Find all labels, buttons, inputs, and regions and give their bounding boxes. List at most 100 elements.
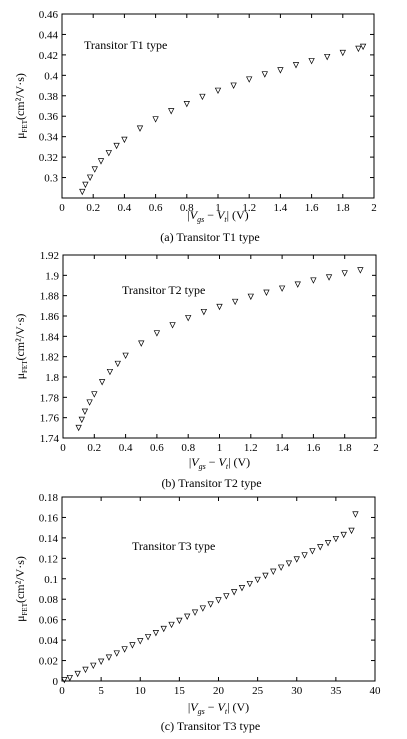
data-point bbox=[66, 674, 73, 682]
y-tick-label: 0.06 bbox=[39, 615, 59, 627]
x-label-unit: (V) bbox=[229, 208, 249, 222]
x-tick-label: 0 bbox=[59, 685, 65, 697]
x-tick-label: 0 bbox=[59, 202, 65, 214]
x-tick-label: 0.8 bbox=[180, 202, 194, 214]
x-tick-label: 1.6 bbox=[305, 202, 319, 214]
data-point bbox=[113, 650, 120, 657]
data-point bbox=[310, 277, 317, 284]
data-point bbox=[82, 181, 89, 189]
data-point bbox=[324, 53, 331, 61]
y-tick-label: 0.42 bbox=[39, 50, 58, 62]
data-point bbox=[246, 76, 253, 83]
data-point bbox=[254, 576, 261, 584]
y-axis-label-main: μ bbox=[13, 373, 27, 379]
data-point bbox=[285, 560, 293, 567]
data-point bbox=[277, 67, 284, 74]
data-point bbox=[168, 621, 175, 629]
x-label-bar-open: | bbox=[189, 455, 191, 469]
y-tick-label: 0.32 bbox=[39, 152, 58, 164]
x-tick-label: 1.4 bbox=[274, 202, 288, 214]
data-point bbox=[263, 289, 270, 296]
y-tick-label: 1.84 bbox=[40, 331, 60, 343]
data-point bbox=[74, 670, 81, 678]
x-label-sub1: gs bbox=[198, 707, 205, 716]
x-tick-label: 40 bbox=[370, 685, 382, 697]
data-point bbox=[199, 605, 207, 612]
data-point bbox=[200, 308, 208, 316]
data-point bbox=[75, 424, 82, 432]
data-point bbox=[308, 58, 315, 65]
data-point bbox=[90, 662, 97, 670]
x-label-v2: V bbox=[219, 455, 228, 469]
data-point bbox=[262, 572, 269, 580]
data-point bbox=[215, 597, 222, 604]
x-label-v2: V bbox=[217, 208, 226, 222]
data-point bbox=[81, 408, 89, 415]
data-point bbox=[122, 352, 129, 360]
plot-frame bbox=[61, 496, 376, 682]
y-tick-label: 0.16 bbox=[39, 512, 59, 524]
x-label-minus: − bbox=[205, 700, 218, 714]
chart-panel-2: 0 0.2 0.4 0.6 0.8 1 1.2 1.4 1.6 1.8 21.741.761.781… bbox=[13, 250, 379, 490]
x-tick-label: 0.2 bbox=[87, 442, 101, 454]
x-tick-label: 1.6 bbox=[307, 442, 321, 454]
y-tick-label: 0.44 bbox=[39, 29, 59, 41]
data-point bbox=[138, 340, 145, 347]
x-tick-label: 0.4 bbox=[119, 442, 133, 454]
data-point bbox=[86, 399, 93, 406]
y-tick-label: 0.08 bbox=[39, 594, 59, 606]
y-tick-label: 1.92 bbox=[40, 250, 59, 262]
y-tick-label: 1.8 bbox=[45, 372, 59, 384]
y-tick-label: 1.74 bbox=[40, 433, 60, 445]
data-point bbox=[86, 174, 94, 181]
data-point bbox=[91, 166, 98, 173]
data-point bbox=[136, 125, 144, 132]
x-tick-label: 15 bbox=[174, 685, 186, 697]
x-label-sub2: t bbox=[224, 215, 227, 224]
data-point bbox=[292, 62, 300, 69]
x-label-unit: (V) bbox=[230, 455, 250, 469]
chart-panel-3: 0 5 10 15 20 25 30 35 40 0 0.02 0.04 0.06 0.08 0.1 0.12… bbox=[13, 492, 381, 733]
y-tick-label: 0.04 bbox=[39, 635, 59, 647]
x-axis-label: |Vgs − Vt| (V) bbox=[189, 455, 250, 471]
x-tick-label: 35 bbox=[330, 685, 342, 697]
data-point bbox=[324, 540, 332, 547]
data-point bbox=[199, 93, 206, 101]
y-tick-label: 0.34 bbox=[39, 132, 59, 144]
data-point bbox=[78, 416, 85, 424]
data-point bbox=[169, 322, 176, 329]
x-tick-label: 0.4 bbox=[118, 202, 132, 214]
data-point bbox=[184, 613, 191, 620]
y-axis-label-sub: FET bbox=[21, 602, 29, 615]
x-label-v1: V bbox=[191, 455, 200, 469]
data-point bbox=[105, 150, 112, 157]
data-point bbox=[160, 625, 167, 633]
y-axis-label-sub: FET bbox=[21, 119, 29, 132]
data-point bbox=[355, 45, 362, 53]
data-point bbox=[106, 368, 114, 376]
data-point bbox=[277, 564, 285, 571]
x-tick-label: 0.8 bbox=[181, 442, 195, 454]
data-point bbox=[294, 281, 301, 288]
x-tick-label: 0.6 bbox=[150, 442, 164, 454]
data-point bbox=[61, 677, 68, 684]
x-tick-label: 1.8 bbox=[336, 202, 350, 214]
data-point bbox=[152, 116, 159, 123]
data-point bbox=[348, 527, 355, 535]
x-label-sub1: gs bbox=[197, 215, 204, 224]
data-point bbox=[97, 658, 105, 665]
chart-panel-1: 0 0.2 0.4 0.6 0.8 1 1.2 1.4 1.6 1.8 2 0.3 0.32 0.34 0.… bbox=[13, 9, 377, 244]
data-point bbox=[301, 552, 308, 559]
x-tick-label: 0.6 bbox=[149, 202, 163, 214]
data-point bbox=[325, 274, 333, 281]
data-point bbox=[231, 298, 239, 306]
data-point bbox=[153, 330, 161, 337]
data-point bbox=[105, 654, 113, 661]
x-tick-label: 25 bbox=[252, 685, 264, 697]
x-label-unit: (V) bbox=[229, 700, 249, 714]
data-point bbox=[129, 642, 136, 649]
x-label-bar-close: | bbox=[227, 208, 229, 222]
x-label-v1: V bbox=[190, 208, 199, 222]
y-axis-label-main: μ bbox=[13, 132, 27, 138]
y-axis-label: μFET(cm²/V·s) bbox=[13, 73, 29, 139]
